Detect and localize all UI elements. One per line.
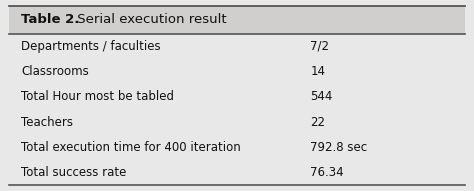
Text: 7/2: 7/2 [310, 40, 329, 53]
Text: 544: 544 [310, 90, 333, 103]
Text: 22: 22 [310, 116, 326, 129]
Text: 792.8 sec: 792.8 sec [310, 141, 368, 154]
Text: Classrooms: Classrooms [21, 65, 89, 78]
Text: Teachers: Teachers [21, 116, 73, 129]
Text: Total success rate: Total success rate [21, 166, 127, 179]
Text: Table 2.: Table 2. [21, 13, 80, 26]
Text: Total execution time for 400 iteration: Total execution time for 400 iteration [21, 141, 241, 154]
Text: 76.34: 76.34 [310, 166, 344, 179]
Bar [9, 6, 465, 34]
Text: Total Hour most be tabled: Total Hour most be tabled [21, 90, 174, 103]
Text: Departments / faculties: Departments / faculties [21, 40, 161, 53]
Text: Serial execution result: Serial execution result [73, 13, 226, 26]
Text: 14: 14 [310, 65, 326, 78]
